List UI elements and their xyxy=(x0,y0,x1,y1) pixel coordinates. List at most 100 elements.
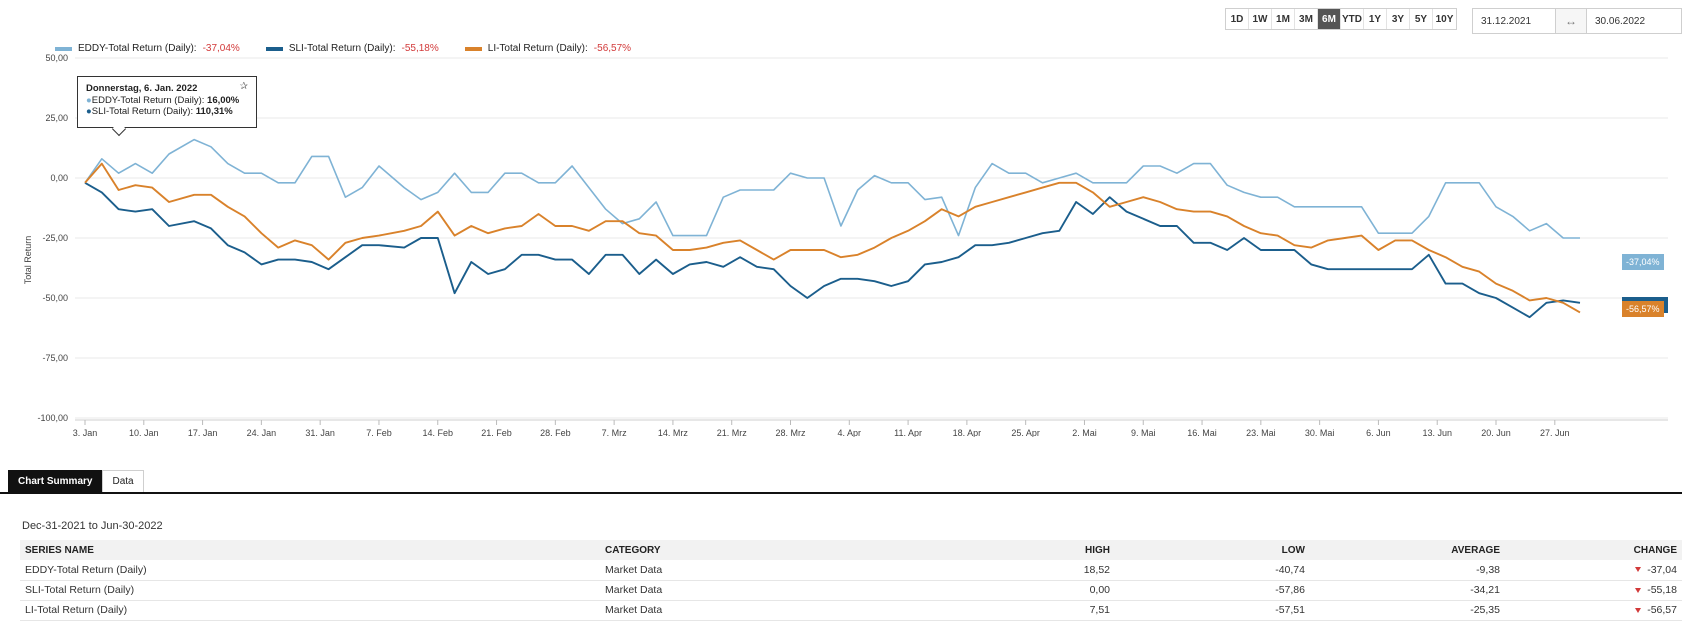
date-to-input[interactable]: 30.06.2022 xyxy=(1586,8,1682,34)
summary-tabs: Chart Summary Data xyxy=(8,470,144,492)
x-tick-label: 30. Mai xyxy=(1305,428,1335,437)
cell-category: Market Data xyxy=(600,560,890,581)
legend-value: -37,04% xyxy=(202,43,240,54)
tooltip-title: Donnerstag, 6. Jan. 2022 xyxy=(86,83,198,94)
cell-series-name: LI-Total Return (Daily) xyxy=(20,600,600,621)
x-tick-label: 18. Apr xyxy=(953,428,982,437)
x-tick-label: 25. Apr xyxy=(1011,428,1040,437)
x-tick-label: 3. Jan xyxy=(73,428,98,437)
date-range-arrow-icon: ↔ xyxy=(1556,8,1586,34)
x-tick-label: 28. Feb xyxy=(540,428,571,437)
x-tick-label: 14. Mrz xyxy=(658,428,689,437)
x-tick-label: 13. Jun xyxy=(1422,428,1452,437)
legend-swatch-li xyxy=(464,46,482,51)
summary-table: SERIES NAME CATEGORY HIGH LOW AVERAGE CH… xyxy=(20,540,1682,621)
y-tick-label: 25,00 xyxy=(45,113,68,123)
y-tick-label: -50,00 xyxy=(42,293,68,303)
x-tick-label: 14. Feb xyxy=(422,428,453,437)
legend-item-sli[interactable]: SLI-Total Return (Daily): -55,18% xyxy=(265,43,439,54)
header-average: AVERAGE xyxy=(1310,540,1505,560)
range-button-5y[interactable]: 5Y xyxy=(1410,9,1433,29)
y-axis-title: Total Return xyxy=(23,236,33,285)
x-tick-label: 28. Mrz xyxy=(775,428,806,437)
x-tick-label: 17. Jan xyxy=(188,428,218,437)
change-value: -55,18 xyxy=(1647,584,1677,596)
x-tick-label: 21. Feb xyxy=(481,428,512,437)
range-button-6m[interactable]: 6M xyxy=(1318,9,1341,29)
x-tick-label: 24. Jan xyxy=(247,428,277,437)
down-arrow-icon xyxy=(1635,587,1642,593)
x-tick-label: 9. Mai xyxy=(1131,428,1156,437)
tab-chart-summary[interactable]: Chart Summary xyxy=(8,470,103,492)
tooltip-value: 110,31% xyxy=(195,106,233,117)
x-tick-label: 31. Jan xyxy=(305,428,335,437)
legend-swatch-sli xyxy=(265,46,283,51)
cell-change: -56,57 xyxy=(1505,600,1682,621)
x-tick-label: 4. Apr xyxy=(838,428,862,437)
range-selector: 1D 1W 1M 3M 6M YTD 1Y 3Y 5Y 10Y xyxy=(1225,8,1457,30)
x-tick-label: 11. Apr xyxy=(894,428,922,437)
chart-legend: EDDY-Total Return (Daily): -37,04% SLI-T… xyxy=(55,43,631,54)
y-tick-label: -25,00 xyxy=(42,233,68,243)
series-line-1[interactable] xyxy=(84,181,1581,319)
change-value: -56,57 xyxy=(1647,604,1677,616)
range-button-1w[interactable]: 1W xyxy=(1249,9,1272,29)
series-line-0[interactable] xyxy=(84,138,1580,239)
x-tick-label: 23. Mai xyxy=(1246,428,1276,437)
tooltip-label: SLI-Total Return (Daily): xyxy=(91,106,194,117)
cell-series-name: SLI-Total Return (Daily) xyxy=(20,580,600,601)
date-from-input[interactable]: 31.12.2021 xyxy=(1472,8,1556,34)
header-low: LOW xyxy=(1115,540,1310,560)
x-tick-label: 2. Mai xyxy=(1072,428,1097,437)
cell-average: -9,38 xyxy=(1310,560,1505,581)
legend-swatch-eddy xyxy=(55,46,72,51)
cell-average: -25,35 xyxy=(1310,600,1505,621)
line-chart[interactable]: 50,00 25,00 0,00 -25,00 -50,00 -75,00 -100,00 3… xyxy=(0,52,1682,437)
cell-change: -37,04 xyxy=(1505,560,1682,581)
series-line-2[interactable] xyxy=(84,162,1581,314)
x-tick-label: 20. Jun xyxy=(1481,428,1511,437)
tab-data[interactable]: Data xyxy=(102,470,144,492)
y-tick-label: -100,00 xyxy=(37,413,68,423)
range-button-1d[interactable]: 1D xyxy=(1226,9,1249,29)
y-tick-label: 0,00 xyxy=(50,173,68,183)
cell-average: -34,21 xyxy=(1310,580,1505,601)
range-button-ytd[interactable]: YTD xyxy=(1341,9,1364,29)
header-change: CHANGE xyxy=(1505,540,1682,560)
legend-label: LI-Total Return (Daily): xyxy=(487,43,588,54)
header-series-name: SERIES NAME xyxy=(20,540,600,560)
table-row: SLI-Total Return (Daily) Market Data 0,0… xyxy=(20,580,1682,601)
tooltip-line-eddy: ●EDDY-Total Return (Daily): 16,00% xyxy=(86,94,240,106)
period-label: Dec-31-2021 to Jun-30-2022 xyxy=(22,520,163,532)
range-button-10y[interactable]: 10Y xyxy=(1435,13,1454,25)
y-tick-label: 50,00 xyxy=(45,53,68,63)
x-tick-label: 27. Jun xyxy=(1540,428,1570,437)
x-tick-label: 7. Feb xyxy=(366,428,392,437)
header-category: CATEGORY xyxy=(600,540,890,560)
tab-divider xyxy=(0,492,1682,494)
table-header-row: SERIES NAME CATEGORY HIGH LOW AVERAGE CH… xyxy=(20,540,1682,560)
range-button-3m[interactable]: 3M xyxy=(1295,9,1318,29)
x-tick-label: 6. Jun xyxy=(1366,428,1391,437)
tooltip-label: EDDY-Total Return (Daily): xyxy=(91,94,205,106)
chart-tooltip: Donnerstag, 6. Jan. 2022 ●EDDY-Total Ret… xyxy=(77,76,257,137)
legend-label: EDDY-Total Return (Daily): xyxy=(78,43,197,54)
legend-item-li[interactable]: LI-Total Return (Daily): -56,57% xyxy=(464,43,631,54)
pin-icon[interactable]: ✰ xyxy=(239,81,248,92)
cell-series-name: EDDY-Total Return (Daily) xyxy=(20,560,600,581)
legend-label: SLI-Total Return (Daily): xyxy=(288,43,396,54)
range-button-1m[interactable]: 1M xyxy=(1272,9,1295,29)
tooltip-value: 16,00% xyxy=(207,94,240,106)
x-tick-label: 7. Mrz xyxy=(602,428,628,437)
legend-item-eddy[interactable]: EDDY-Total Return (Daily): -37,04% xyxy=(55,43,240,54)
x-tick-label: 16. Mai xyxy=(1187,428,1217,437)
down-arrow-icon xyxy=(1635,607,1642,613)
tooltip-line-sli: ●SLI-Total Return (Daily): 110,31% xyxy=(86,106,233,117)
cell-low: -40,74 xyxy=(1115,560,1310,581)
range-button-1y[interactable]: 1Y xyxy=(1364,9,1387,29)
cell-low: -57,86 xyxy=(1115,580,1310,601)
end-flag-eddy: -37,04% xyxy=(1622,254,1664,270)
range-button-3y[interactable]: 3Y xyxy=(1387,9,1410,29)
cell-category: Market Data xyxy=(600,580,890,601)
x-tick-label: 21. Mrz xyxy=(717,428,748,437)
